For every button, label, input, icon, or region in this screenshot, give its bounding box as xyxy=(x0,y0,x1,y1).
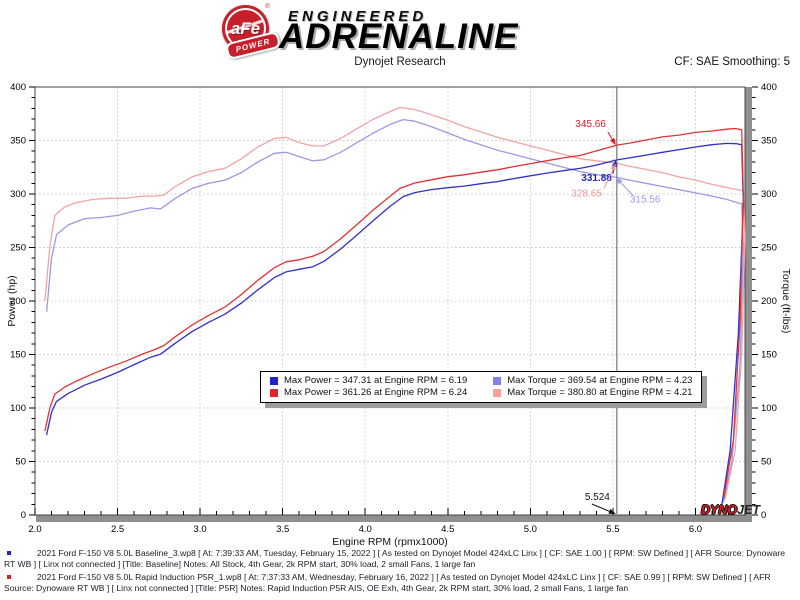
series-p5r_power xyxy=(44,127,744,500)
legend-item: Max Power = 347.31 at Engine RPM = 6.19 xyxy=(270,375,467,386)
legend-label: Max Torque = 369.54 at Engine RPM = 4.23 xyxy=(507,375,693,386)
cursor-value-callouts: 345.66 331.88 328.65 315.56 5.524 xyxy=(571,119,661,514)
torque-tick-label: 150 xyxy=(761,350,777,361)
tick-labels: 0 0 50 50 100 100 150 150 200 200 250 250 300 300 350 3… xyxy=(10,82,777,535)
run-info-text: 2021 Ford F-150 V8 5.0L Baseline_3.wp8 [… xyxy=(4,548,786,569)
smoothing-setting-label: CF: SAE Smoothing: 5 xyxy=(674,56,790,68)
power-tick-label: 150 xyxy=(10,350,26,361)
rpm-tick-label: 3.0 xyxy=(194,524,207,535)
callout-345.66: 345.66 xyxy=(575,119,606,130)
torque-axis-label: Torque (ft-lbs) xyxy=(780,268,792,334)
legend-label: Max Power = 347.31 at Engine RPM = 6.19 xyxy=(284,375,468,386)
afe-logo-text: aFe xyxy=(230,18,261,38)
torque-tick-label: 0 xyxy=(761,510,766,521)
legend-item: Max Power = 361.26 at Engine RPM = 6.24 xyxy=(270,387,467,398)
legend-item: Max Torque = 369.54 at Engine RPM = 4.23 xyxy=(493,375,692,386)
power-tick-label: 250 xyxy=(10,243,26,254)
torque-tick-label: 300 xyxy=(761,189,777,200)
legend-label: Max Torque = 380.80 at Engine RPM = 4.21 xyxy=(507,387,693,398)
torque-tick-label: 100 xyxy=(761,403,777,414)
legend-grid: Max Power = 347.31 at Engine RPM = 6.19 M… xyxy=(270,375,692,398)
rpm-tick-label: 3.5 xyxy=(276,524,289,535)
rpm-tick-label: 5.5 xyxy=(606,524,619,535)
rpm-tick-label: 4.0 xyxy=(359,524,372,535)
series-p5r_torque xyxy=(44,106,746,500)
torque-tick-label: 400 xyxy=(761,82,777,93)
power-tick-label: 100 xyxy=(10,403,26,414)
axis-ticks xyxy=(29,86,758,516)
run-info-footer: 2021 Ford F-150 V8 5.0L Baseline_3.wp8 [… xyxy=(4,548,798,596)
logo-engineered-text: ENGINEERED xyxy=(288,8,428,25)
registered-mark-icon: ® xyxy=(264,4,271,11)
rpm-axis-label: Engine RPM (rpmx1000) xyxy=(332,536,448,548)
legend-swatch-icon xyxy=(493,388,502,397)
run-bullet-icon xyxy=(7,575,11,579)
legend-label: Max Power = 361.26 at Engine RPM = 6.24 xyxy=(284,387,468,398)
dyno-curves xyxy=(44,106,746,505)
gridlines xyxy=(35,87,745,515)
callout-315.56: 315.56 xyxy=(630,194,661,205)
legend-item: Max Torque = 380.80 at Engine RPM = 4.21 xyxy=(493,387,692,398)
run-bullet-icon xyxy=(7,551,11,555)
legend-swatch-icon xyxy=(270,388,278,397)
torque-tick-label: 250 xyxy=(761,243,777,254)
callout-328.65: 328.65 xyxy=(571,188,602,199)
rpm-tick-label: 2.0 xyxy=(28,524,41,535)
legend-swatch-icon xyxy=(270,376,278,385)
power-axis-label: Power (hp) xyxy=(6,275,18,327)
run-info-text: 2021 Ford F-150 V8 5.0L Rapid Induction … xyxy=(4,572,771,593)
cursor-rpm-label: 5.524 xyxy=(585,492,610,503)
torque-tick-label: 350 xyxy=(761,136,777,147)
torque-tick-label: 200 xyxy=(761,296,777,307)
rpm-tick-label: 2.5 xyxy=(111,524,124,535)
power-tick-label: 0 xyxy=(21,510,26,521)
series-baseline_torque xyxy=(45,118,744,503)
legend-box: Max Power = 347.31 at Engine RPM = 6.19 M… xyxy=(260,371,703,403)
rpm-tick-label: 4.5 xyxy=(441,524,454,535)
power-tick-label: 400 xyxy=(10,82,26,93)
logo-adrenaline-text: ADRENALINE xyxy=(279,17,519,56)
dynojet-logo: DYNOJET xyxy=(701,503,760,517)
series-baseline_power xyxy=(45,142,744,505)
power-tick-label: 350 xyxy=(10,136,26,147)
chart-title: Dynojet Research xyxy=(354,56,446,68)
torque-tick-label: 50 xyxy=(761,457,772,468)
power-tick-label: 200 xyxy=(10,296,26,307)
legend-swatch-icon xyxy=(493,376,502,385)
rpm-tick-label: 5.0 xyxy=(524,524,537,535)
plot-frame xyxy=(34,86,752,522)
callout-331.88: 331.88 xyxy=(581,173,612,184)
power-tick-label: 300 xyxy=(10,189,26,200)
power-tick-label: 50 xyxy=(15,457,26,468)
dynojet-logo-dyno: DYNO xyxy=(701,503,738,517)
run-info-entry: 2021 Ford F-150 V8 5.0L Baseline_3.wp8 [… xyxy=(4,548,798,569)
rpm-tick-label: 6.0 xyxy=(689,524,702,535)
dynojet-logo-jet: JET xyxy=(737,503,761,517)
run-info-entry: 2021 Ford F-150 V8 5.0L Rapid Induction … xyxy=(4,572,798,593)
